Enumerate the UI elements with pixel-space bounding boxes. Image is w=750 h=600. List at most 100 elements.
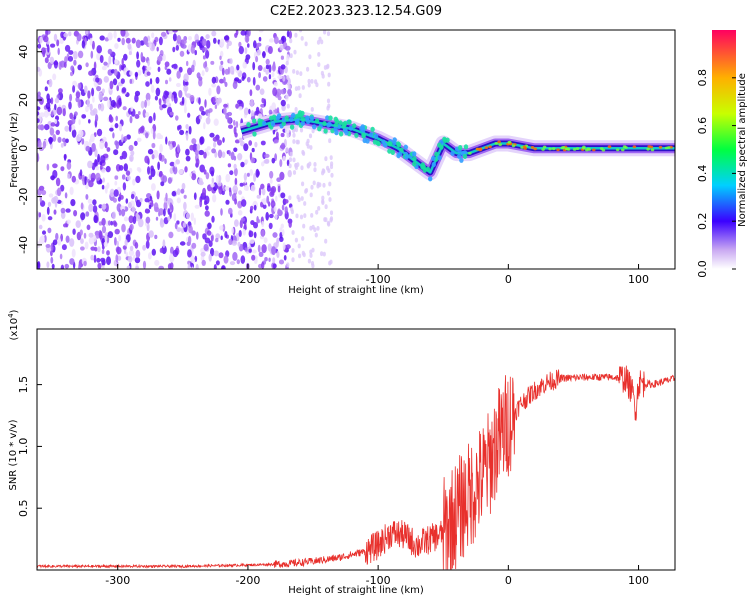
heat-cell [54, 103, 57, 111]
heat-cell [329, 164, 334, 170]
heat-cell [310, 107, 314, 112]
heat-cell [292, 69, 296, 74]
heat-cell [280, 88, 287, 95]
heat-cell [109, 127, 114, 132]
heat-cell [44, 57, 49, 64]
heat-cell [95, 166, 100, 171]
heat-cell [268, 222, 273, 230]
heat-cell [116, 240, 119, 247]
heat-cell [72, 228, 76, 235]
heat-cell [256, 49, 261, 56]
ridge-blob [431, 161, 436, 168]
heat-cell [295, 70, 299, 75]
heat-cell [268, 213, 274, 219]
heat-cell [249, 239, 255, 244]
heat-cell [304, 188, 309, 193]
heat-cell [138, 167, 142, 173]
heat-cell [144, 208, 149, 214]
heat-cell [173, 63, 178, 69]
heat-cell [205, 172, 210, 180]
figure-title: C2E2.2023.323.12.54.G09 [270, 4, 442, 19]
ridge-blob [326, 122, 331, 128]
heat-cell [167, 263, 172, 269]
heat-cell [172, 33, 177, 42]
heat-cell [243, 172, 248, 181]
heat-cell [98, 231, 103, 240]
heat-cell [327, 103, 331, 109]
heat-cell [46, 206, 50, 215]
heat-cell [238, 106, 243, 111]
heat-cell [81, 114, 87, 119]
heat-cell [187, 249, 192, 258]
heat-cell [264, 153, 270, 158]
heat-cell [237, 99, 243, 105]
heat-cell [151, 142, 156, 149]
heat-cell [167, 208, 171, 215]
heat-cell [191, 138, 197, 145]
heat-cell [286, 103, 290, 109]
heat-cell [274, 153, 277, 162]
ridge-blob [338, 131, 344, 137]
heat-cell [287, 84, 291, 90]
heat-cell [93, 215, 98, 223]
heat-cell [276, 251, 280, 258]
heat-cell [202, 55, 206, 60]
heat-cell [112, 78, 118, 86]
heat-cell [166, 97, 170, 106]
heat-cell [228, 238, 233, 245]
heat-cell [258, 72, 261, 79]
heat-cell [208, 108, 213, 113]
heat-cell [59, 60, 66, 68]
heat-cell [185, 124, 189, 130]
heat-cell [85, 145, 91, 152]
heat-cell [119, 155, 124, 160]
heat-cell [102, 177, 105, 183]
ridge-blob [431, 155, 436, 161]
heat-cell [65, 208, 71, 213]
colorbar-gradient [712, 30, 736, 269]
heat-cell [265, 211, 270, 221]
heat-cell [176, 197, 181, 204]
heat-cell [96, 128, 103, 137]
heat-cell [228, 187, 232, 193]
heat-cell [85, 30, 89, 35]
heat-cell [98, 92, 103, 101]
colorbar-tick-label: 0.2 [696, 212, 709, 230]
heat-cell [85, 211, 90, 217]
heat-cell [327, 221, 331, 227]
heat-cell [261, 229, 265, 237]
heat-cell [101, 168, 106, 174]
heat-cell [288, 30, 292, 39]
heat-cell [278, 259, 285, 265]
heat-cell [234, 219, 239, 227]
heat-cell [105, 165, 111, 173]
heat-cell [97, 262, 102, 269]
heat-cell [159, 248, 163, 253]
heat-cell [67, 173, 71, 179]
heat-cell [89, 37, 93, 46]
heat-cell [205, 49, 210, 59]
heat-cell [278, 39, 283, 45]
heat-cell [132, 178, 136, 186]
ridge-blob [397, 151, 403, 157]
heat-cell [190, 44, 195, 54]
heat-cell [159, 50, 164, 57]
heat-cell [214, 104, 218, 109]
heat-cell [321, 168, 325, 174]
heat-cell [71, 129, 77, 138]
heat-cell [130, 150, 135, 156]
heat-cell [275, 195, 278, 202]
heat-cell [168, 30, 174, 35]
heat-cell [77, 64, 82, 71]
heat-cell [88, 180, 94, 188]
heat-cell [37, 106, 41, 111]
heat-cell [180, 188, 185, 194]
heat-cell [249, 169, 253, 176]
heat-cell [161, 104, 167, 109]
heat-cell [57, 47, 60, 56]
heat-cell [233, 119, 236, 126]
heat-cell [45, 30, 49, 37]
heat-cell [256, 170, 260, 176]
heat-cell [73, 50, 78, 60]
heat-cell [99, 35, 105, 41]
